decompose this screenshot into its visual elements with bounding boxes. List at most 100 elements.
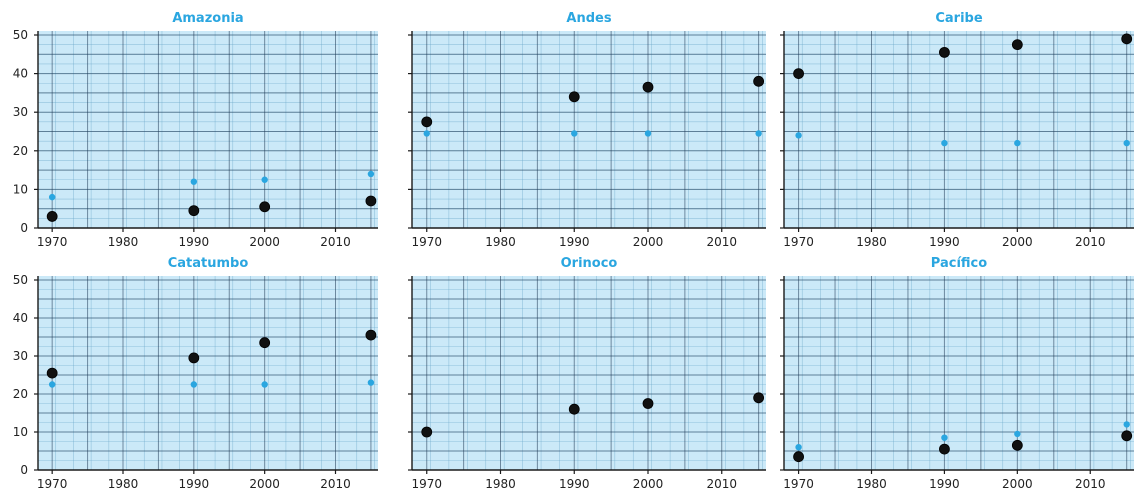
x-tick-label-1990: 1990 [559, 477, 590, 491]
y-tick-label-30: 30 [13, 349, 28, 363]
black-point-1990 [188, 205, 200, 217]
blue-point-2000 [1014, 430, 1021, 438]
black-point-2000 [259, 337, 271, 349]
x-tick-label-1990: 1990 [559, 235, 590, 249]
x-tick-label-2000: 2000 [1002, 477, 1033, 491]
x-tick-label-2000: 2000 [249, 477, 280, 491]
panels-group: 1970 1980 1990 2000 201001020304050Amazonia1… [13, 11, 1134, 491]
plot-background [784, 31, 1134, 228]
blue-point-1970 [795, 444, 802, 451]
plot-background [412, 276, 766, 470]
panel-title: Orinoco [561, 256, 618, 271]
x-tick-label-1980: 1980 [485, 235, 516, 249]
panel-title: Andes [566, 11, 611, 26]
x-tick-label-1970: 1970 [37, 235, 68, 249]
panel-pacifico: 1970 1980 1990 2000 2010 Pacífico [780, 256, 1134, 491]
panel-title: Pacífico [931, 256, 987, 271]
blue-point-1990 [190, 178, 198, 185]
black-point-2000 [1011, 439, 1023, 451]
x-tick-label-1990: 1990 [929, 477, 960, 491]
x-tick-label-2010: 2010 [1075, 477, 1106, 491]
x-tick-label-1980: 1980 [108, 235, 139, 249]
blue-point-1970 [48, 193, 56, 201]
blue-point-2000 [644, 130, 652, 137]
black-point-1970 [46, 211, 58, 222]
black-point-2015 [1121, 33, 1133, 45]
y-tick-label-10: 10 [13, 182, 28, 196]
black-point-2015 [365, 329, 377, 341]
black-point-1970 [421, 426, 433, 438]
x-tick-label-1990: 1990 [179, 477, 210, 491]
panel-title: Amazonia [172, 11, 243, 26]
x-tick-label-2000: 2000 [249, 235, 280, 249]
x-tick-label-1970: 1970 [37, 477, 68, 491]
blue-point-2015 [367, 379, 375, 386]
y-tick-label-0: 0 [20, 463, 28, 477]
y-tick-label-10: 10 [13, 425, 28, 439]
x-tick-label-1990: 1990 [929, 235, 960, 249]
black-point-1990 [568, 91, 580, 103]
x-tick-label-1970: 1970 [783, 477, 814, 491]
x-tick-label-2010: 2010 [706, 235, 737, 249]
black-point-2000 [1011, 39, 1023, 51]
panel-catatumbo: 1970 1980 1990 2000 2010 0 10 20 30 40 50 Catatumbo [13, 256, 378, 491]
blue-point-2015 [755, 130, 762, 137]
y-tick-label-50: 50 [13, 28, 28, 42]
panel-title: Catatumbo [168, 256, 249, 271]
black-point-2015 [753, 75, 765, 87]
y-tick-label-50: 50 [13, 273, 28, 287]
panel-title: Caribe [935, 11, 982, 26]
y-tick-label-30: 30 [13, 105, 28, 119]
black-point-2015 [1121, 430, 1133, 442]
black-point-1970 [421, 116, 433, 128]
blue-point-1970 [423, 130, 430, 137]
x-tick-label-2010: 2010 [1075, 235, 1106, 249]
x-tick-label-1980: 1980 [856, 235, 887, 249]
plot-background [784, 276, 1134, 470]
x-tick-label-2000: 2000 [633, 235, 664, 249]
y-tick-label-40: 40 [13, 311, 28, 325]
plot-background [412, 31, 766, 228]
blue-point-2000 [261, 381, 268, 388]
blue-point-1990 [571, 130, 578, 137]
black-point-1990 [939, 443, 950, 455]
blue-point-2015 [1123, 421, 1130, 428]
x-tick-label-1970: 1970 [411, 477, 442, 491]
panel-amazonia: 1970 1980 1990 2000 2010 0 10 20 30 40 50 Amazonia [13, 11, 378, 249]
blue-point-2015 [1123, 139, 1130, 147]
black-point-1990 [188, 352, 200, 364]
panel-caribe: 1970 1980 1990 2000 2010 Caribe [780, 11, 1134, 249]
x-tick-label-1980: 1980 [108, 477, 139, 491]
blue-point-2015 [367, 170, 375, 178]
black-point-2000 [259, 201, 271, 213]
y-tick-label-40: 40 [13, 67, 28, 81]
plot-background [38, 31, 378, 228]
blue-point-1970 [48, 381, 56, 388]
y-tick-label-20: 20 [13, 144, 28, 158]
black-point-2000 [642, 398, 654, 409]
x-tick-label-2010: 2010 [320, 477, 351, 491]
x-tick-label-2010: 2010 [320, 235, 351, 249]
panel-andes: 1970 1980 1990 2000 2010 Andes [408, 11, 766, 249]
x-tick-label-2000: 2000 [1002, 235, 1033, 249]
x-tick-label-1970: 1970 [783, 235, 814, 249]
x-tick-label-1970: 1970 [411, 235, 442, 249]
panel-orinoco: 1970 1980 1990 2000 2010 Orinoco [408, 256, 766, 491]
blue-point-1970 [795, 132, 802, 139]
black-point-1990 [568, 403, 580, 415]
black-point-1970 [793, 68, 804, 79]
x-tick-label-1990: 1990 [179, 235, 210, 249]
x-tick-label-1980: 1980 [856, 477, 887, 491]
blue-point-2000 [1014, 139, 1021, 147]
blue-point-1990 [190, 381, 198, 388]
black-point-1970 [46, 367, 58, 379]
blue-point-1990 [941, 139, 948, 147]
y-tick-label-0: 0 [20, 221, 28, 235]
plot-background [38, 276, 378, 470]
black-point-2000 [642, 81, 654, 93]
x-tick-label-2010: 2010 [706, 477, 737, 491]
black-point-2015 [365, 195, 377, 207]
black-point-2015 [753, 392, 765, 404]
x-tick-label-1980: 1980 [485, 477, 516, 491]
